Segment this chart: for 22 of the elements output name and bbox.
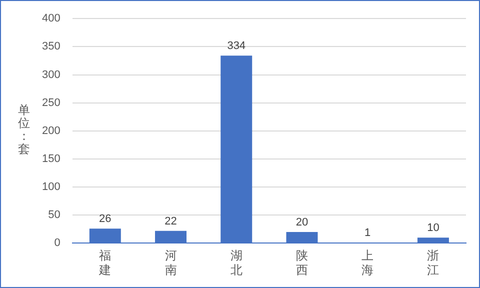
data-label: 334 bbox=[227, 40, 246, 52]
data-label: 20 bbox=[296, 216, 308, 228]
y-tick-label: 350 bbox=[42, 40, 60, 53]
x-tick-label: 陕西 bbox=[296, 248, 308, 278]
y-tick-label: 200 bbox=[42, 124, 60, 137]
x-tick-label: 浙江 bbox=[427, 248, 440, 278]
y-tick-label: 0 bbox=[54, 237, 60, 250]
y-tick-label: 150 bbox=[42, 153, 60, 166]
data-label: 26 bbox=[99, 213, 112, 226]
y-tick-label: 50 bbox=[48, 209, 60, 222]
y-tick-label: 250 bbox=[42, 96, 60, 109]
data-label: 1 bbox=[364, 227, 371, 240]
y-tick-label: 100 bbox=[42, 181, 60, 194]
data-label: 22 bbox=[164, 215, 177, 228]
y-tick-label: 400 bbox=[42, 12, 60, 25]
x-tick-label: 上海 bbox=[362, 248, 374, 278]
x-tick-label: 河南 bbox=[164, 248, 177, 278]
x-tick-label: 福建 bbox=[98, 248, 112, 278]
data-label: 10 bbox=[427, 222, 440, 234]
x-tick-label: 湖北 bbox=[230, 248, 242, 278]
y-tick-label: 300 bbox=[42, 68, 60, 81]
y-axis-title: 单位：套 bbox=[18, 103, 30, 156]
